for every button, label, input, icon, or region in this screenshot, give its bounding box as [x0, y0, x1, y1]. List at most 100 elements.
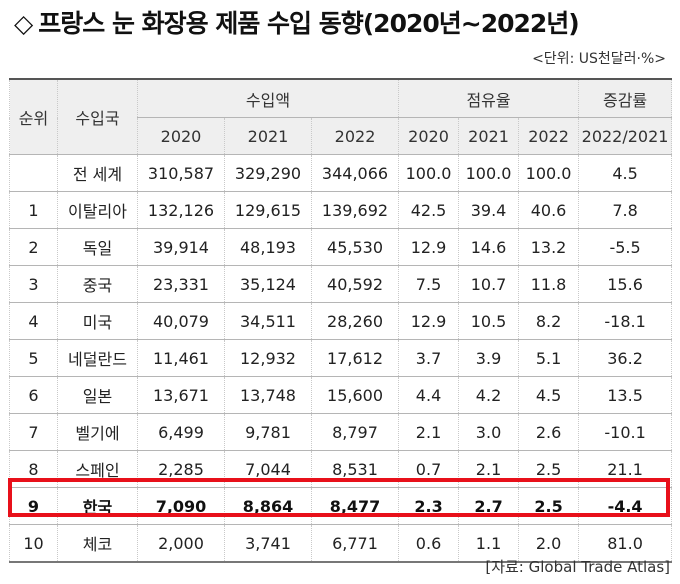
amount-year-header: 2022: [310, 117, 400, 155]
unit-note: <단위: US천달러·%>: [532, 51, 666, 67]
table-row: 6 일본 13,671 13,748 15,600 4.4 4.2 4.5 13.5: [9, 376, 673, 414]
amount-cell: 132,126: [137, 191, 225, 229]
amount-cell: 7,090: [137, 487, 225, 525]
rank-cell: 1: [9, 191, 58, 229]
amount-cell: 139,692: [310, 191, 400, 229]
share-cell: 3.0: [458, 413, 520, 451]
amount-cell: 8,477: [310, 487, 400, 525]
growth-cell: 4.5: [578, 154, 673, 192]
table-row: 5 네덜란드 11,461 12,932 17,612 3.7 3.9 5.1 36.2: [9, 339, 673, 377]
share-cell: 14.6: [458, 228, 520, 266]
amount-cell: 23,331: [137, 265, 225, 303]
country-cell: 스페인: [57, 450, 138, 488]
share-year-header: 2021: [458, 117, 520, 155]
share-cell: 13.2: [518, 228, 580, 266]
growth-cell: -10.1: [578, 413, 673, 451]
table-row: 7 벨기에 6,499 9,781 8,797 2.1 3.0 2.6 -10.1: [9, 413, 673, 451]
country-header: 수입국: [57, 78, 138, 155]
amount-cell: 8,797: [310, 413, 400, 451]
growth-header: 증감률: [578, 78, 673, 118]
share-cell: 0.7: [398, 450, 460, 488]
amount-cell: 329,290: [224, 154, 312, 192]
amount-cell: 12,932: [224, 339, 312, 377]
table-row: 4 미국 40,079 34,511 28,260 12.9 10.5 8.2 -18.1: [9, 302, 673, 340]
amount-cell: 9,781: [224, 413, 312, 451]
share-cell: 4.4: [398, 376, 460, 414]
share-cell: 3.7: [398, 339, 460, 377]
country-cell: 미국: [57, 302, 138, 340]
share-cell: 40.6: [518, 191, 580, 229]
country-cell: 한국: [57, 487, 138, 525]
amount-cell: 45,530: [310, 228, 400, 266]
share-cell: 10.5: [458, 302, 520, 340]
share-cell: 42.5: [398, 191, 460, 229]
share-cell: 0.6: [398, 524, 460, 563]
share-header: 점유율: [398, 78, 580, 118]
share-cell: 2.1: [458, 450, 520, 488]
share-cell: 2.3: [398, 487, 460, 525]
table-body: 전 세계 310,587 329,290 344,066 100.0 100.0 100.0…: [9, 154, 673, 563]
table-row: 9 한국 7,090 8,864 8,477 2.3 2.7 2.5 -4.4: [9, 487, 673, 525]
share-cell: 2.0: [518, 524, 580, 563]
country-cell: 이탈리아: [57, 191, 138, 229]
growth-cell: -5.5: [578, 228, 673, 266]
rank-cell: 9: [9, 487, 58, 525]
share-cell: 100.0: [518, 154, 580, 192]
share-cell: 2.5: [518, 487, 580, 525]
source-note: [자료: Global Trade Atlas]: [485, 558, 670, 576]
rank-cell: 2: [9, 228, 58, 266]
share-cell: 3.9: [458, 339, 520, 377]
amount-cell: 39,914: [137, 228, 225, 266]
amount-cell: 34,511: [224, 302, 312, 340]
amount-cell: 15,600: [310, 376, 400, 414]
import-table: 순위 수입국 수입액 점유율 증감률 2020 2021 2022 2020 2…: [9, 78, 673, 563]
country-cell: 일본: [57, 376, 138, 414]
share-cell: 100.0: [458, 154, 520, 192]
country-cell: 네덜란드: [57, 339, 138, 377]
share-cell: 100.0: [398, 154, 460, 192]
share-cell: 7.5: [398, 265, 460, 303]
growth-cell: 15.6: [578, 265, 673, 303]
share-cell: 2.6: [518, 413, 580, 451]
table-row: 2 독일 39,914 48,193 45,530 12.9 14.6 13.2 -5.5: [9, 228, 673, 266]
growth-cell: 81.0: [578, 524, 673, 563]
growth-cell: -18.1: [578, 302, 673, 340]
amount-cell: 28,260: [310, 302, 400, 340]
share-cell: 4.2: [458, 376, 520, 414]
amount-cell: 48,193: [224, 228, 312, 266]
amount-cell: 40,079: [137, 302, 225, 340]
amount-cell: 6,499: [137, 413, 225, 451]
share-cell: 10.7: [458, 265, 520, 303]
amount-cell: 344,066: [310, 154, 400, 192]
share-cell: 2.7: [458, 487, 520, 525]
amount-cell: 35,124: [224, 265, 312, 303]
growth-cell: 7.8: [578, 191, 673, 229]
table-row: 3 중국 23,331 35,124 40,592 7.5 10.7 11.8 15.6: [9, 265, 673, 303]
country-cell: 독일: [57, 228, 138, 266]
share-cell: 11.8: [518, 265, 580, 303]
rank-cell: 7: [9, 413, 58, 451]
page-title: ◇ 프랑스 눈 화장용 제품 수입 동향(2020년~2022년): [14, 4, 580, 40]
amount-cell: 40,592: [310, 265, 400, 303]
growth-cell: 36.2: [578, 339, 673, 377]
amount-cell: 11,461: [137, 339, 225, 377]
amount-cell: 129,615: [224, 191, 312, 229]
share-cell: 12.9: [398, 302, 460, 340]
amount-cell: 2,285: [137, 450, 225, 488]
table-row: 1 이탈리아 132,126 129,615 139,692 42.5 39.4 40.6 7.…: [9, 191, 673, 229]
amount-year-header: 2020: [137, 117, 225, 155]
share-cell: 12.9: [398, 228, 460, 266]
diamond-icon: ◇: [14, 9, 33, 38]
share-cell: 2.1: [398, 413, 460, 451]
share-cell: 39.4: [458, 191, 520, 229]
table-row: 전 세계 310,587 329,290 344,066 100.0 100.0 100.0…: [9, 154, 673, 192]
rank-cell: 10: [9, 524, 58, 563]
amount-cell: 7,044: [224, 450, 312, 488]
amount-cell: 310,587: [137, 154, 225, 192]
share-cell: 2.5: [518, 450, 580, 488]
amount-cell: 13,748: [224, 376, 312, 414]
amount-cell: 2,000: [137, 524, 225, 563]
title-text: 프랑스 눈 화장용 제품 수입 동향(2020년~2022년): [38, 9, 579, 38]
share-cell: 8.2: [518, 302, 580, 340]
rank-cell: [9, 154, 58, 192]
